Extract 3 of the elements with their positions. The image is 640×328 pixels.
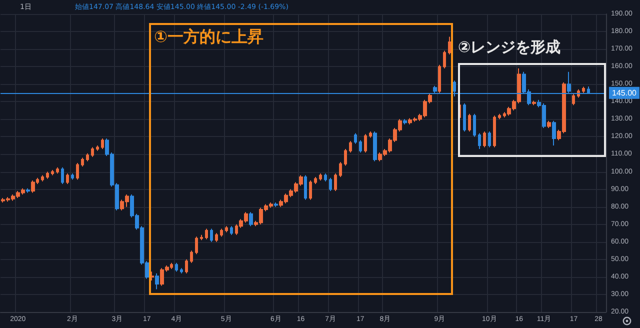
annotation: ①一方的に上昇 <box>154 27 264 48</box>
ref-line-label: 145.00 <box>612 88 638 98</box>
annotation: ②レンジを形成 <box>458 38 561 57</box>
